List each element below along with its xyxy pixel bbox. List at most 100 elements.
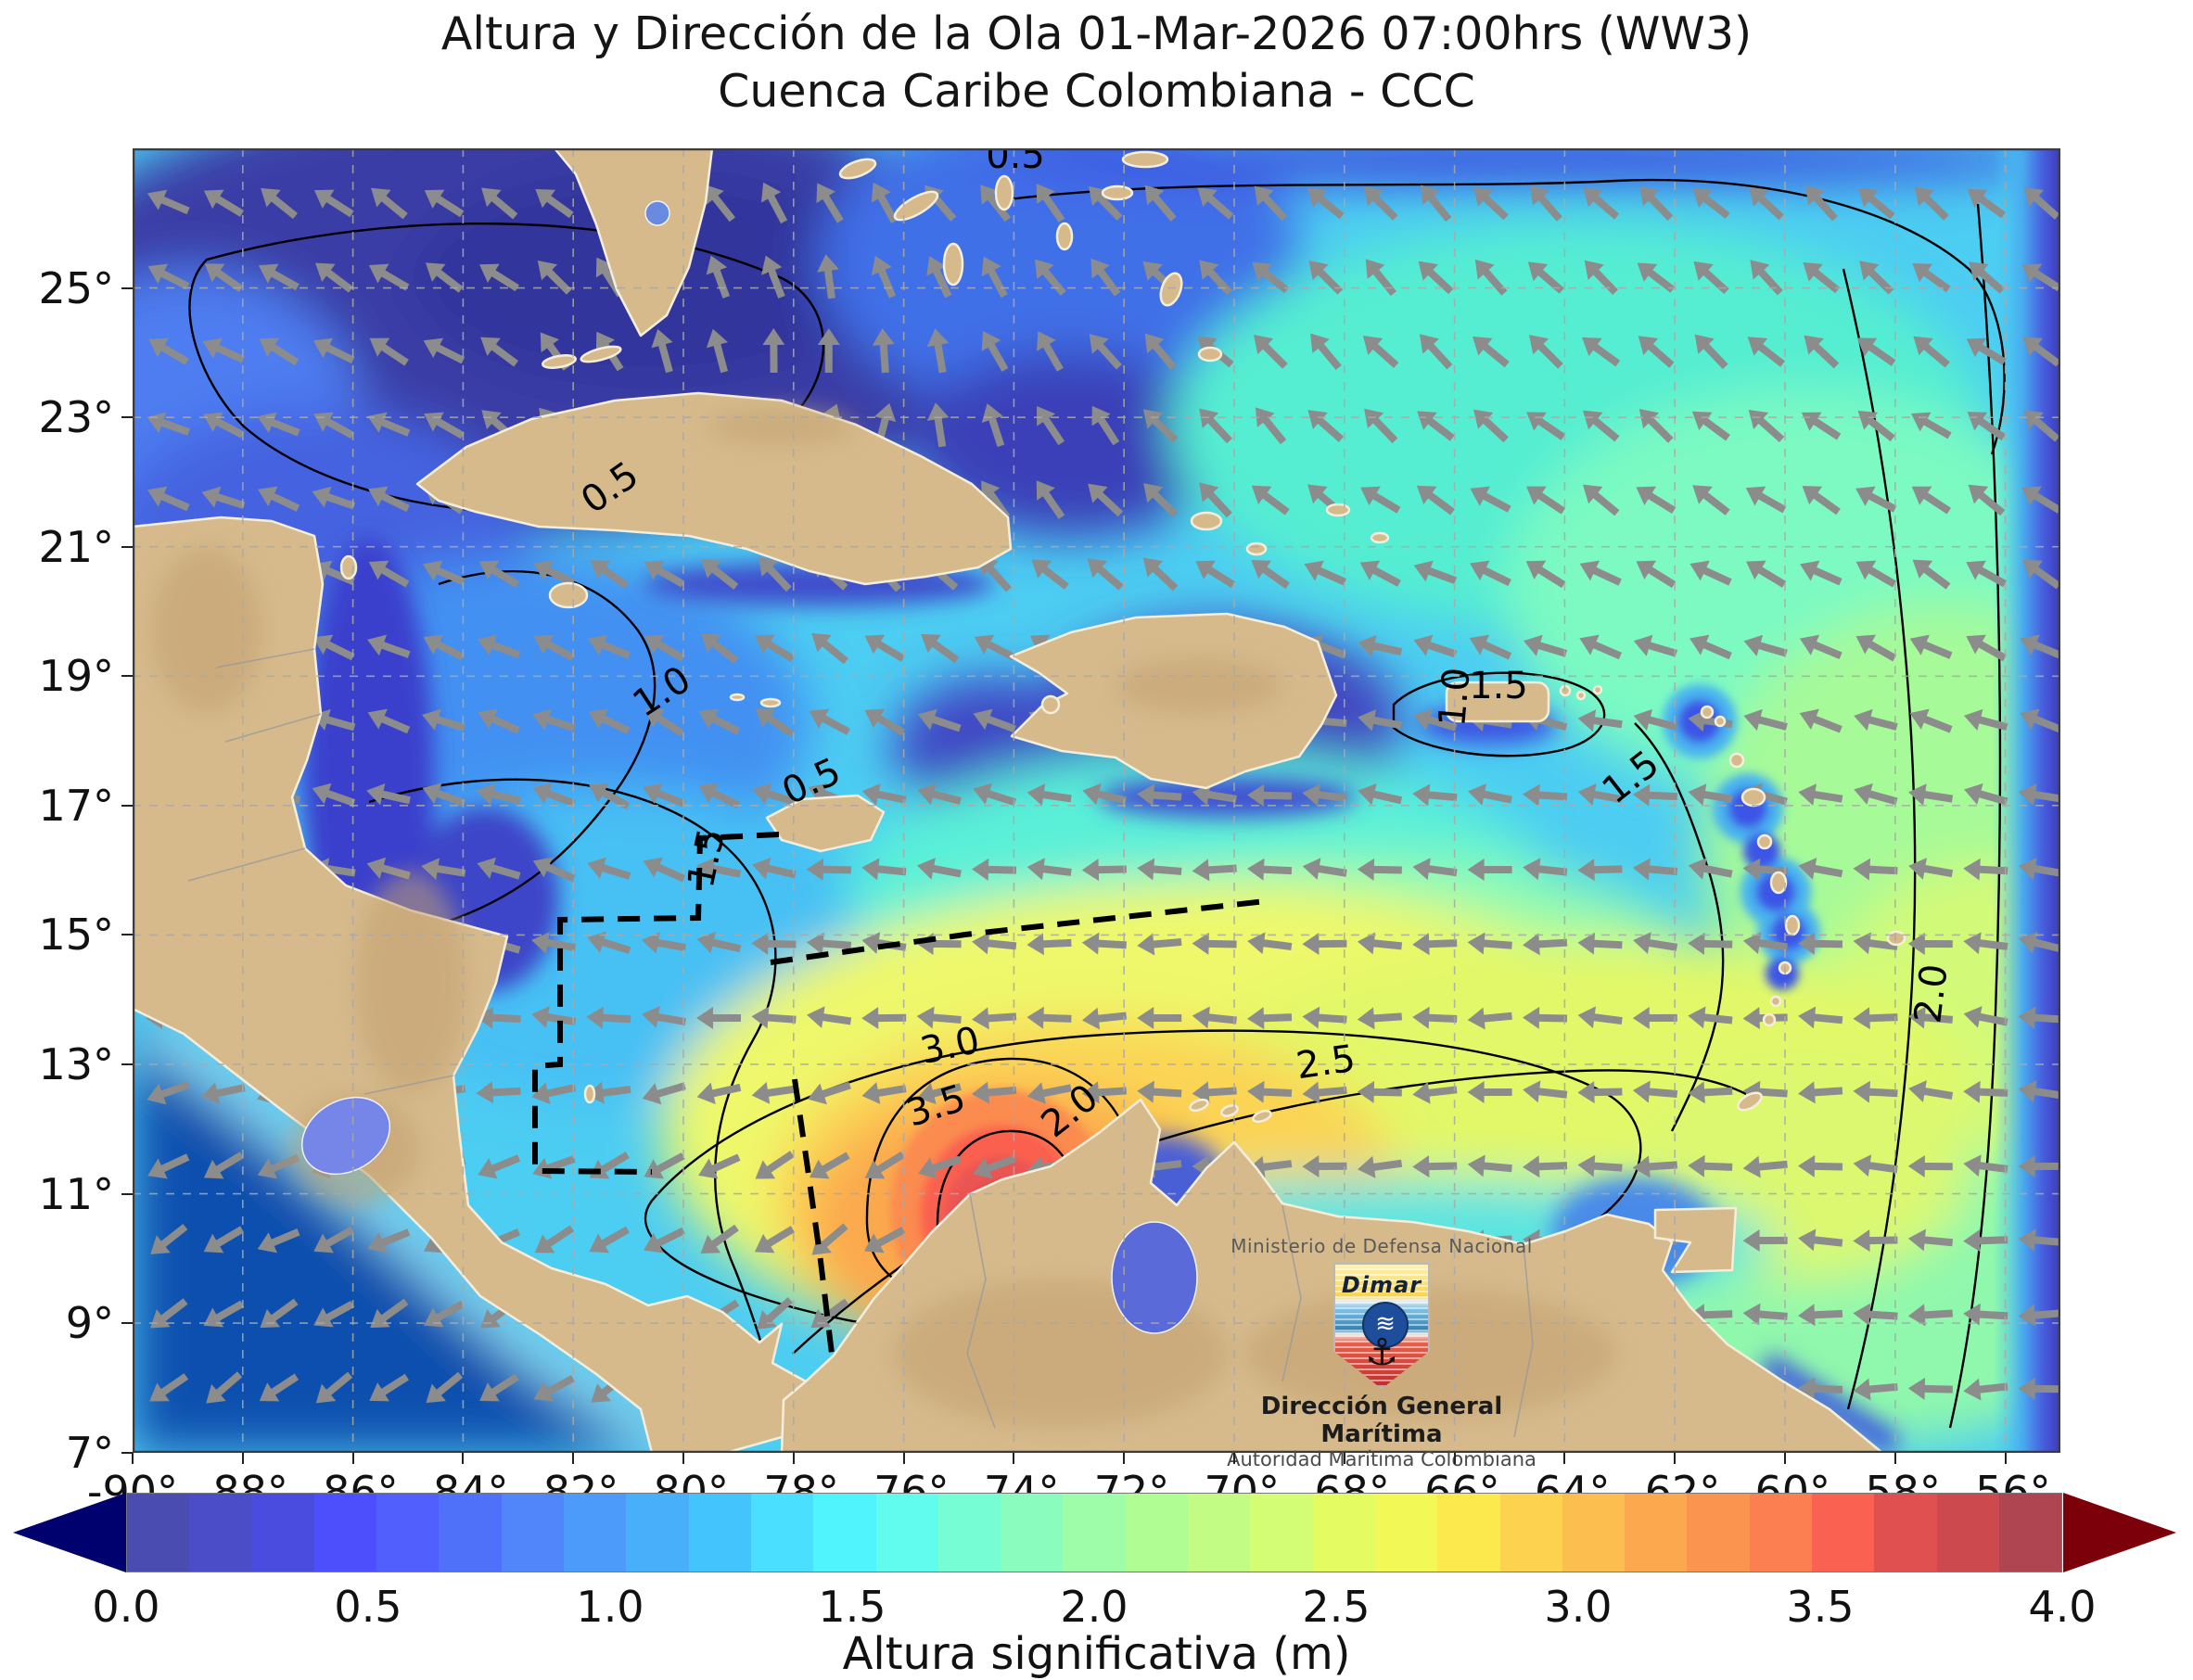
land-florida [553,148,714,337]
lake-nicaragua [300,1096,391,1176]
colorbar-segment [1499,1494,1562,1572]
colorbar-segment [875,1494,938,1572]
logo-autoridad-text: Autoridad Marítima Colombiana [1227,1448,1536,1470]
lat-tick-mark [121,804,133,807]
colorbar-segment [937,1494,1001,1572]
colorbar-segment [313,1494,377,1572]
lat-tick-label: 23° [38,392,114,443]
colorbar-tick-label: 3.5 [1786,1582,1855,1632]
colorbar-tick-label: 1.5 [818,1582,886,1632]
colorbar-segment [439,1494,502,1572]
lat-tick-mark [121,934,133,936]
colorbar-tick-label: 1.0 [576,1582,644,1632]
lat-tick-label: 7° [65,1427,114,1478]
lon-tick-mark [1893,1453,1896,1464]
lon-tick-mark [241,1453,244,1464]
lat-tick-mark [121,416,133,419]
colorbar-segment [564,1494,627,1572]
colorbar-segment [1687,1494,1750,1572]
lat-tick-mark [121,1063,133,1065]
lat-tick-label: 25° [38,262,114,313]
colorbar-segment [1250,1494,1313,1572]
lon-tick-mark [462,1453,465,1464]
lon-tick-mark [2004,1453,2007,1464]
lake-okeechobee [644,200,670,226]
colorbar-tick-label: 3.0 [1544,1582,1613,1632]
contour-label: 1.5 [1469,665,1528,707]
lon-tick-mark [1233,1453,1235,1464]
logo-direccion-text: Dirección General Marítima [1260,1393,1503,1448]
dimar-brand-text: Dimar [1341,1272,1422,1298]
lon-tick-mark [351,1453,354,1464]
colorbar-segment [813,1494,876,1572]
colorbar-segment [750,1494,814,1572]
lon-tick-mark [682,1453,684,1464]
lat-tick-label: 9° [65,1298,114,1349]
colorbar-segment [1874,1494,1937,1572]
colorbar-segment [1374,1494,1438,1572]
contour-label: 1.0 [1431,666,1478,728]
lon-tick-mark [792,1453,795,1464]
lat-tick-label: 11° [38,1168,114,1219]
lat-tick-mark [121,675,133,678]
lon-tick-mark [1013,1453,1015,1464]
colorbar-tick-label: 2.0 [1060,1582,1128,1632]
colorbar-segment [1437,1494,1500,1572]
lon-tick-mark [1784,1453,1786,1464]
lat-tick-label: 15° [38,910,114,961]
contour-label: 2.0 [1906,961,1956,1025]
lat-tick-mark [121,1451,133,1454]
dimar-logo: Ministerio de Defensa Nacional Dimar ≋ ⚓… [1196,1235,1567,1470]
colorbar-tick-label: 4.0 [2028,1582,2097,1632]
colorbar-segment [1749,1494,1813,1572]
lat-tick-label: 17° [38,780,114,831]
colorbar-segment [189,1494,252,1572]
lat-tick-mark [121,1192,133,1195]
caribbean-wave-map: 0.50.51.01.50.51.51.01.52.02.53.03.52.0 [133,148,2060,1453]
colorbar: 0.0 0.5 1.0 1.5 2.0 2.5 3.0 3.5 4.0 Altura signi… [0,1487,2193,1680]
maritime-boundary-dashed [532,832,1267,1355]
lon-tick-mark [1453,1453,1456,1464]
colorbar-over-arrow [2063,1493,2176,1572]
colorbar-segment [501,1494,565,1572]
contour-label: 0.5 [986,148,1045,177]
colorbar-segment [1001,1494,1064,1572]
colorbar-segment [127,1494,190,1572]
lon-tick-mark [902,1453,905,1464]
colorbar-tick-label: 0.5 [334,1582,402,1632]
land-cuba [415,391,1013,586]
lat-tick-label: 13° [38,1038,114,1089]
chart-subtitle: Cuenca Caribe Colombiana - CCC [718,65,1475,118]
logo-ministry-text: Ministerio de Defensa Nacional [1230,1235,1533,1257]
colorbar-segment [1625,1494,1688,1572]
colorbar-segment [1063,1494,1126,1572]
lat-tick-mark [121,545,133,548]
colorbar-segment [1936,1494,1999,1572]
lon-tick-mark [1123,1453,1126,1464]
colorbar-gradient-bar [126,1493,2062,1572]
colorbar-under-arrow [13,1493,126,1572]
land-puerto-rico [1445,681,1550,723]
lat-tick-label: 21° [38,521,114,572]
land-jamaica [765,794,886,853]
colorbar-axis-label: Altura significativa (m) [842,1628,1351,1680]
colorbar-segment [1812,1494,1875,1572]
colorbar-segment [251,1494,314,1572]
colorbar-segment [376,1494,440,1572]
land-central-america [133,515,835,1453]
map-border [133,148,2060,1453]
colorbar-segment [1998,1494,2062,1572]
lon-tick-mark [1343,1453,1345,1464]
lon-tick-mark [1563,1453,1566,1464]
graticule-gridlines [133,148,2060,1453]
lat-tick-mark [121,1322,133,1325]
lat-tick-mark [121,286,133,289]
colorbar-segment [1125,1494,1189,1572]
anchor-icon: ⚓ [1365,1331,1398,1374]
colorbar-segment [1312,1494,1375,1572]
land-small-islands [339,150,1906,1124]
lon-tick-mark [1674,1453,1677,1464]
colorbar-segment [688,1494,751,1572]
lake-maracaibo [1111,1221,1198,1334]
